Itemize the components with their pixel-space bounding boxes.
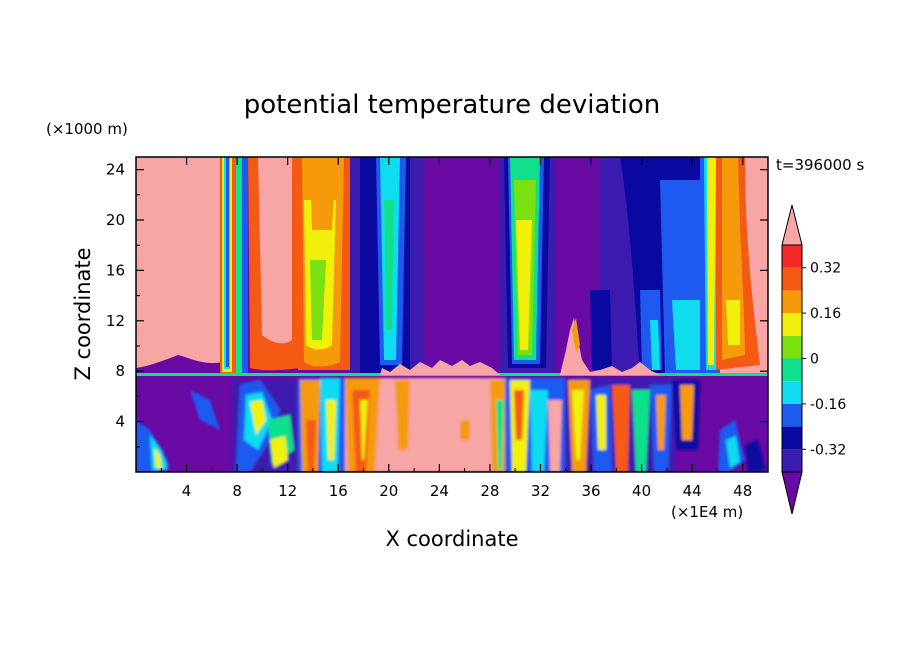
colorbar-tick-label: 0.16 [810,306,841,322]
colorbar-tick-label: 0.32 [810,261,841,277]
colorbar-tick-label: -0.32 [810,442,846,458]
y-tick-label: 20 [106,211,125,229]
colorbar-segment [782,426,802,450]
plot-area [136,157,768,472]
y-tick-label: 4 [115,413,125,431]
colorbar-segment [782,358,802,382]
colorbar-high-triangle [781,204,803,246]
x-tick-label: 8 [232,482,242,500]
x-tick-label: 44 [683,482,702,500]
upper-column-20 [370,157,424,375]
upper-column-46 [700,157,768,375]
plot-frame [135,156,769,473]
colorbar-segment [782,313,802,336]
colorbar-segment [782,245,802,268]
y-tick-label: 8 [115,362,125,380]
colorbar-segment [782,290,802,314]
right-cool-region [590,157,700,375]
colorbar-segment [782,381,802,404]
y-tick-label: 16 [106,261,125,279]
upper-column-8 [220,157,248,375]
x-tick-label: 32 [531,482,550,500]
colorbar: -0.32 -0.16 0 0.16 0.32 [781,204,846,515]
x-tick-label: 40 [632,482,651,500]
x-axis: 4 8 12 16 20 24 28 32 36 40 44 48 [160,157,752,500]
x-tick-label: 4 [182,482,192,500]
x-unit-label: (×1E4 m) [671,503,743,521]
time-label: t=396000 s [776,156,864,174]
lower-turbulent-zone [136,378,766,472]
x-tick-label: 24 [430,482,449,500]
upper-column-30 [500,157,556,375]
x-axis-label: X coordinate [385,527,518,551]
y-unit-label: (×1000 m) [46,120,128,138]
y-tick-label: 12 [106,312,125,330]
x-tick-label: 20 [379,482,398,500]
y-axis-label: Z coordinate [71,247,95,380]
colorbar-segment [782,335,802,359]
x-tick-label: 36 [581,482,600,500]
x-tick-label: 16 [329,482,348,500]
x-tick-label: 48 [733,482,752,500]
colorbar-tick-label: -0.16 [810,397,846,413]
colorbar-low-triangle [781,471,803,515]
colorbar-tick-label: 0 [810,352,819,368]
x-tick-label: 12 [278,482,297,500]
chart-title: potential temperature deviation [244,90,660,120]
left-warm-region [136,157,222,368]
colorbar-segment [782,403,802,427]
colorbar-segment [782,267,802,291]
x-tick-label: 28 [480,482,499,500]
y-axis: 4 8 12 16 20 24 [106,161,768,448]
y-tick-label: 24 [106,161,125,179]
upper-column-14 [298,157,370,375]
convective-spikes [380,318,660,375]
colorbar-segment [782,449,802,472]
